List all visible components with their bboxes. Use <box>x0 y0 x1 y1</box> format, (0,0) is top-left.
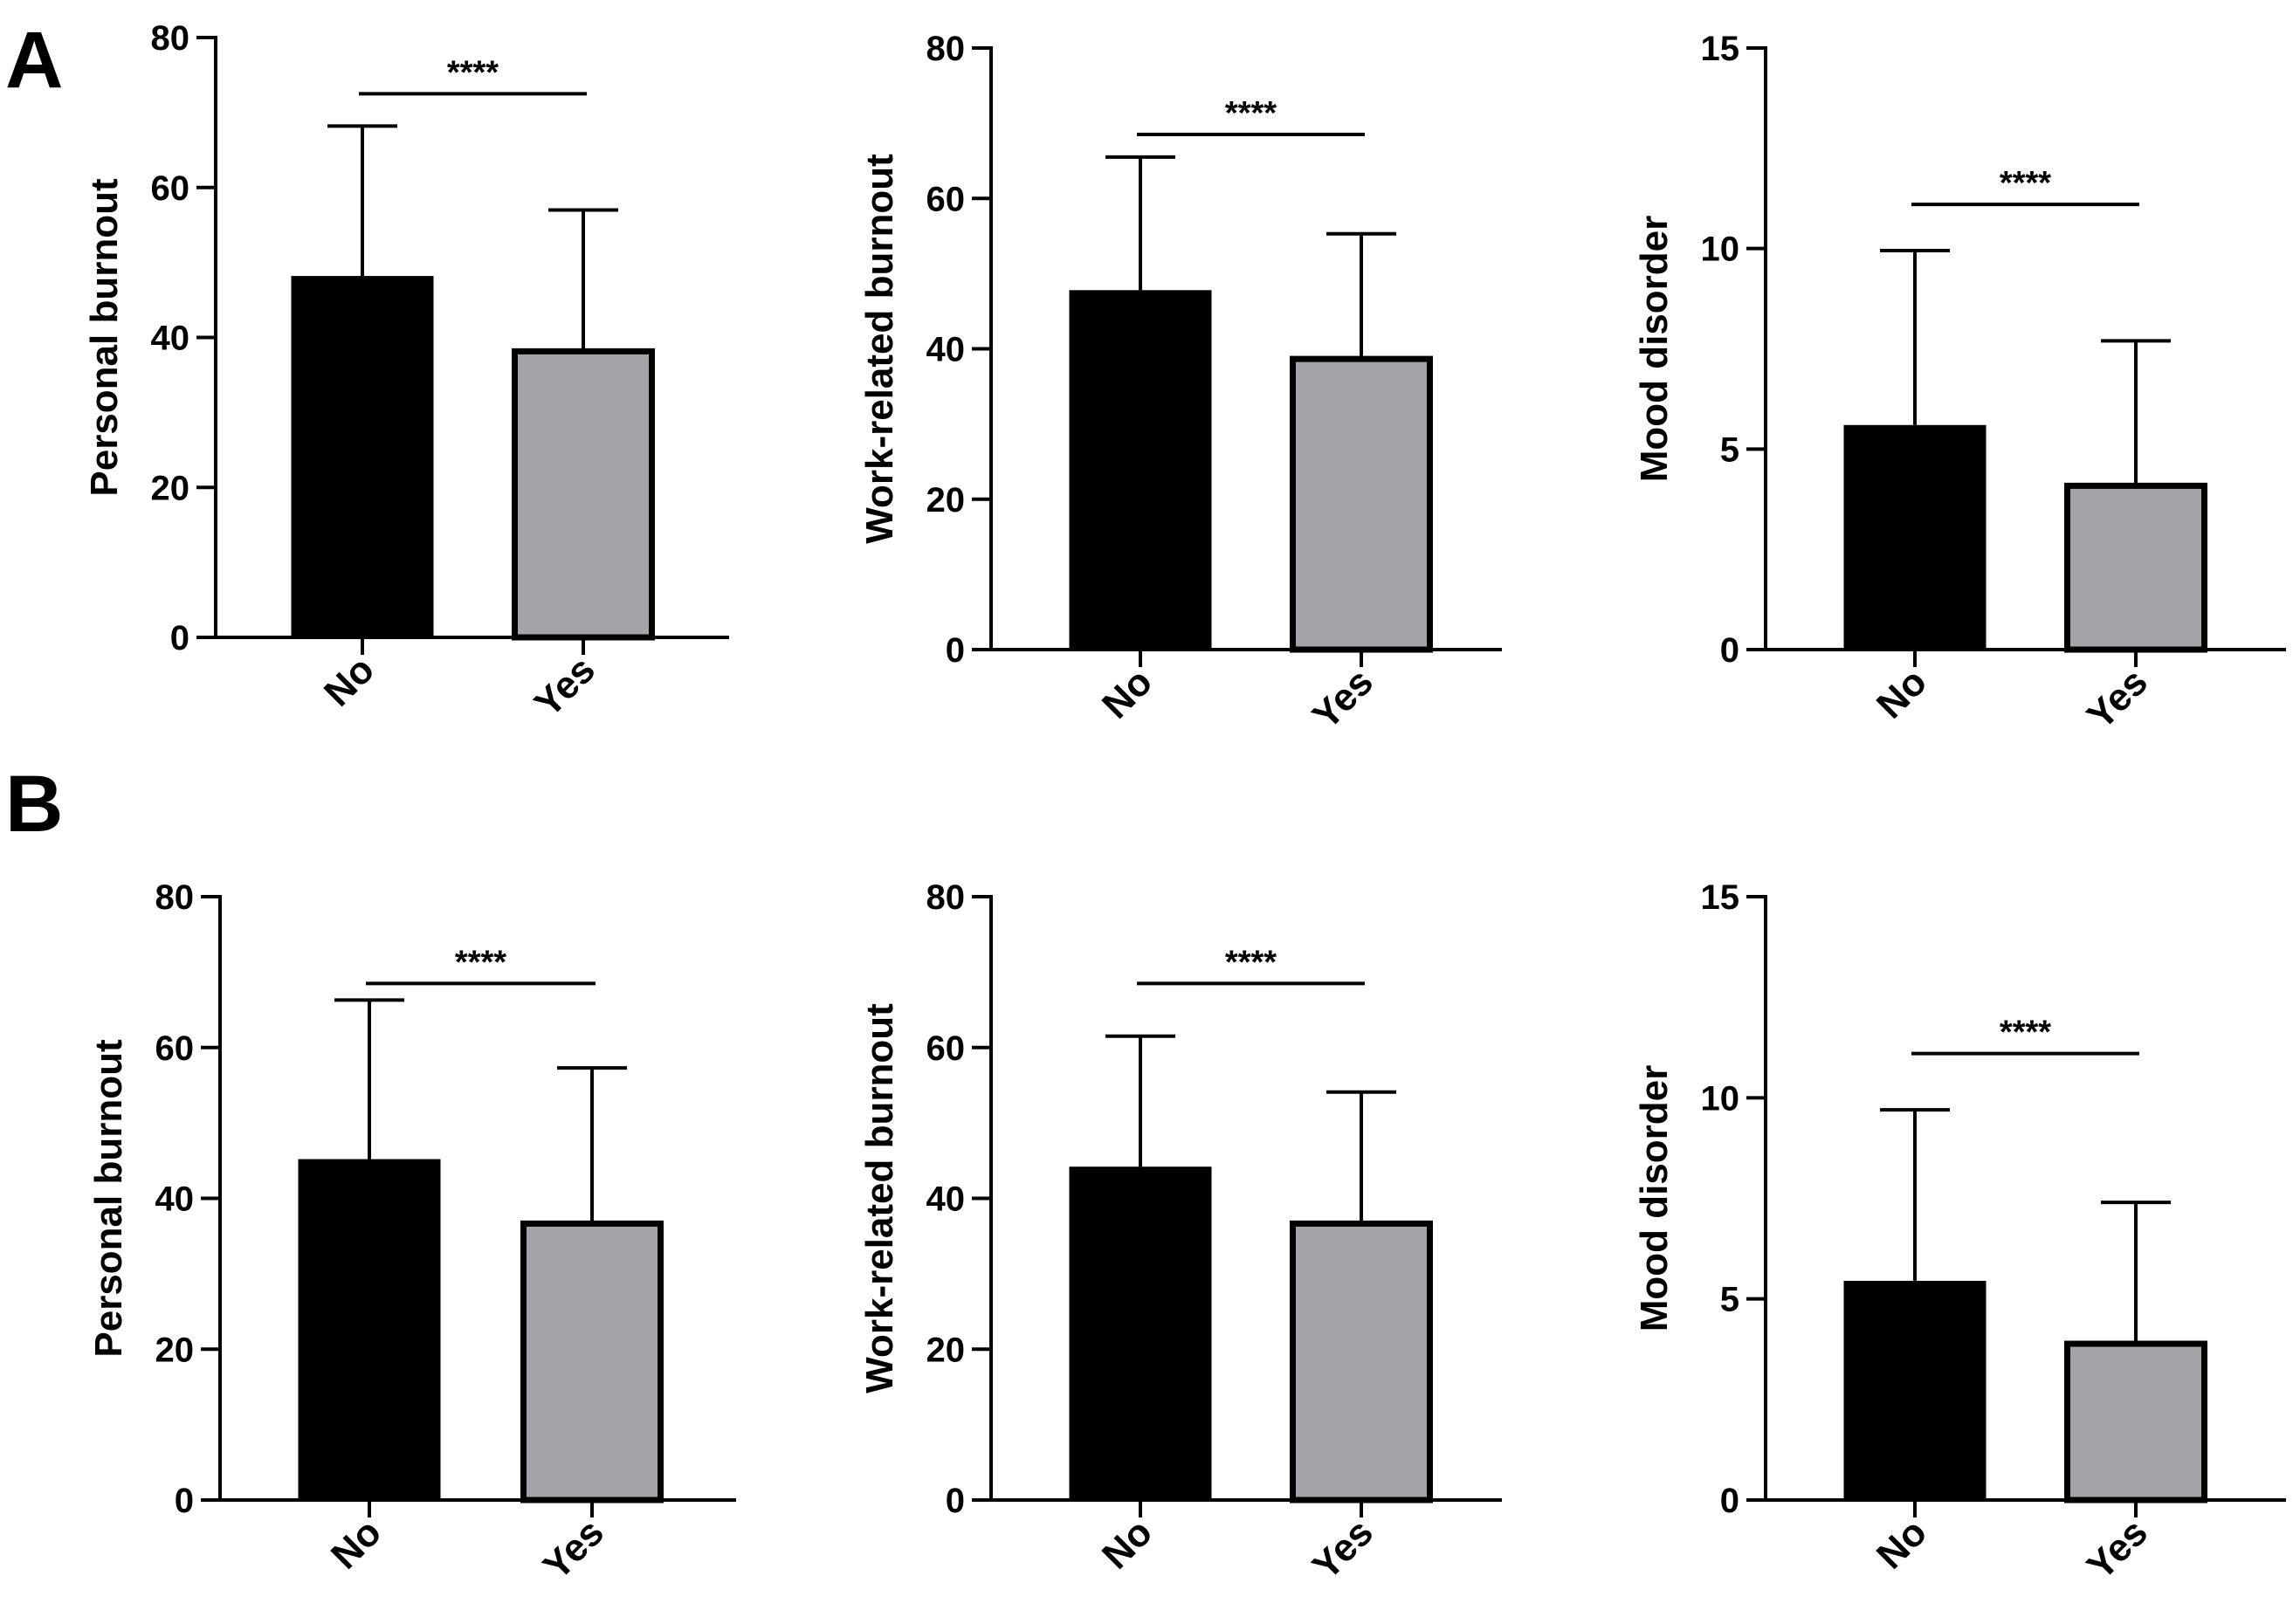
x-tick-label: Yes <box>1305 1510 1381 1587</box>
y-tick-label: 80 <box>151 19 190 58</box>
x-tick-label: Yes <box>2079 1510 2156 1587</box>
x-tick-label: No <box>1094 1510 1160 1577</box>
y-tick-label: 0 <box>1720 1482 1739 1520</box>
significance-label: **** <box>447 54 499 91</box>
panel-label-a: A <box>5 16 63 105</box>
significance-label: **** <box>1225 95 1277 132</box>
x-tick-label: Yes <box>1305 660 1381 737</box>
bar-yes <box>2064 482 2207 653</box>
x-tick-label: Yes <box>527 648 603 725</box>
y-axis-title: Personal burnout <box>87 1039 130 1358</box>
y-tick-label: 10 <box>1701 231 1740 269</box>
y-tick-label: 80 <box>926 878 966 917</box>
chart-5: No Yes 0 20 40 60 80 Work-related burnout **** <box>858 878 1502 1588</box>
chart-3: No Yes 0 5 10 15 Mood disorder **** <box>1633 30 2286 738</box>
y-tick-label: 5 <box>1720 1281 1739 1319</box>
y-axis-title: Work-related burnout <box>858 154 901 544</box>
x-tick-label: No <box>1869 660 1935 726</box>
y-tick-label: 40 <box>926 1180 966 1219</box>
y-tick-label: 0 <box>170 619 189 657</box>
significance-label: **** <box>2000 1015 2051 1051</box>
bar-no <box>1069 1166 1212 1500</box>
y-tick-label: 80 <box>926 30 966 68</box>
x-tick-label: No <box>1869 1510 1935 1577</box>
bar-yes <box>2064 1340 2207 1504</box>
y-tick-label: 0 <box>175 1482 194 1520</box>
y-tick-label: 60 <box>926 180 966 218</box>
y-tick-label: 80 <box>155 878 195 917</box>
chart-6: No Yes 0 5 10 15 Mood disorder **** <box>1633 878 2286 1588</box>
x-tick-label: Yes <box>535 1510 612 1587</box>
significance-label: **** <box>1225 944 1277 981</box>
bar-no <box>298 1159 441 1500</box>
y-tick-label: 15 <box>1701 30 1740 68</box>
y-axis-title: Work-related burnout <box>858 1003 901 1393</box>
y-tick-label: 5 <box>1720 430 1739 469</box>
bar-yes <box>1290 355 1433 653</box>
significance-label: **** <box>455 944 506 981</box>
chart-4: No Yes 0 20 40 60 80 Personal burnout **** <box>87 878 736 1588</box>
bar-no <box>1843 424 1987 650</box>
y-tick-label: 60 <box>151 169 190 208</box>
y-tick-label: 20 <box>926 481 966 520</box>
y-tick-label: 60 <box>926 1029 966 1068</box>
y-tick-label: 20 <box>926 1331 966 1369</box>
y-tick-label: 10 <box>1701 1079 1740 1118</box>
bar-no <box>1069 290 1212 650</box>
bar-yes <box>1290 1220 1433 1504</box>
x-tick-label: Yes <box>2079 660 2156 737</box>
y-tick-label: 15 <box>1701 878 1740 917</box>
charts-container: No Yes 0 20 40 60 80 Personal burnout **** No Yes 0… <box>83 19 2286 1588</box>
bar-no <box>291 276 434 637</box>
y-tick-label: 40 <box>926 331 966 369</box>
y-tick-label: 20 <box>151 469 190 507</box>
y-tick-label: 20 <box>155 1331 195 1369</box>
significance-label: **** <box>2000 165 2051 202</box>
chart-1: No Yes 0 20 40 60 80 Personal burnout **** <box>83 19 729 726</box>
y-tick-label: 0 <box>946 1482 965 1520</box>
y-tick-label: 60 <box>155 1029 195 1068</box>
x-tick-label: No <box>1094 660 1160 726</box>
y-tick-label: 0 <box>1720 631 1739 670</box>
y-tick-label: 0 <box>946 631 965 670</box>
y-axis-title: Mood disorder <box>1633 1065 1676 1332</box>
bar-no <box>1843 1280 1987 1500</box>
panel-label-b: B <box>5 760 63 849</box>
x-tick-label: No <box>316 648 382 714</box>
x-tick-label: No <box>323 1510 389 1577</box>
y-axis-title: Personal burnout <box>83 178 126 497</box>
bar-yes <box>512 348 655 641</box>
bar-yes <box>520 1220 664 1504</box>
y-axis-title: Mood disorder <box>1633 216 1676 483</box>
chart-2: No Yes 0 20 40 60 80 Work-related burnout **** <box>858 30 1502 738</box>
y-tick-label: 40 <box>155 1180 195 1219</box>
y-tick-label: 40 <box>151 320 190 358</box>
